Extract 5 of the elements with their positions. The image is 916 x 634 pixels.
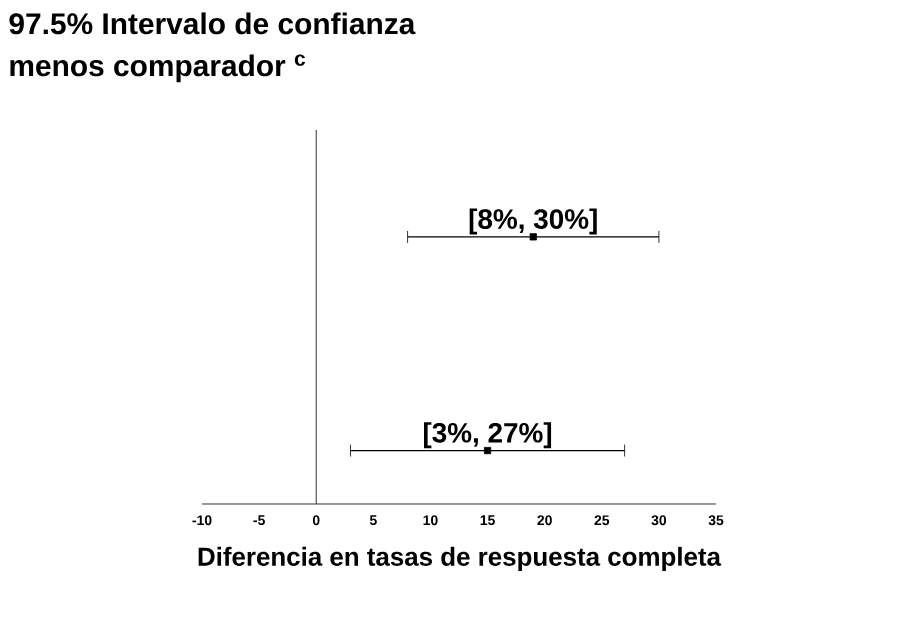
chart-subtitle: menos comparador $^{c}$ <box>10 54 306 83</box>
data-label: [8%, 30%] <box>469 208 597 235</box>
x-axis-title: Diferencia en tasas de respuesta completa <box>198 546 722 572</box>
data-label: [3%, 27%] <box>424 422 552 449</box>
chart-title: 97.5% Intervalo de confianza <box>9 12 416 35</box>
